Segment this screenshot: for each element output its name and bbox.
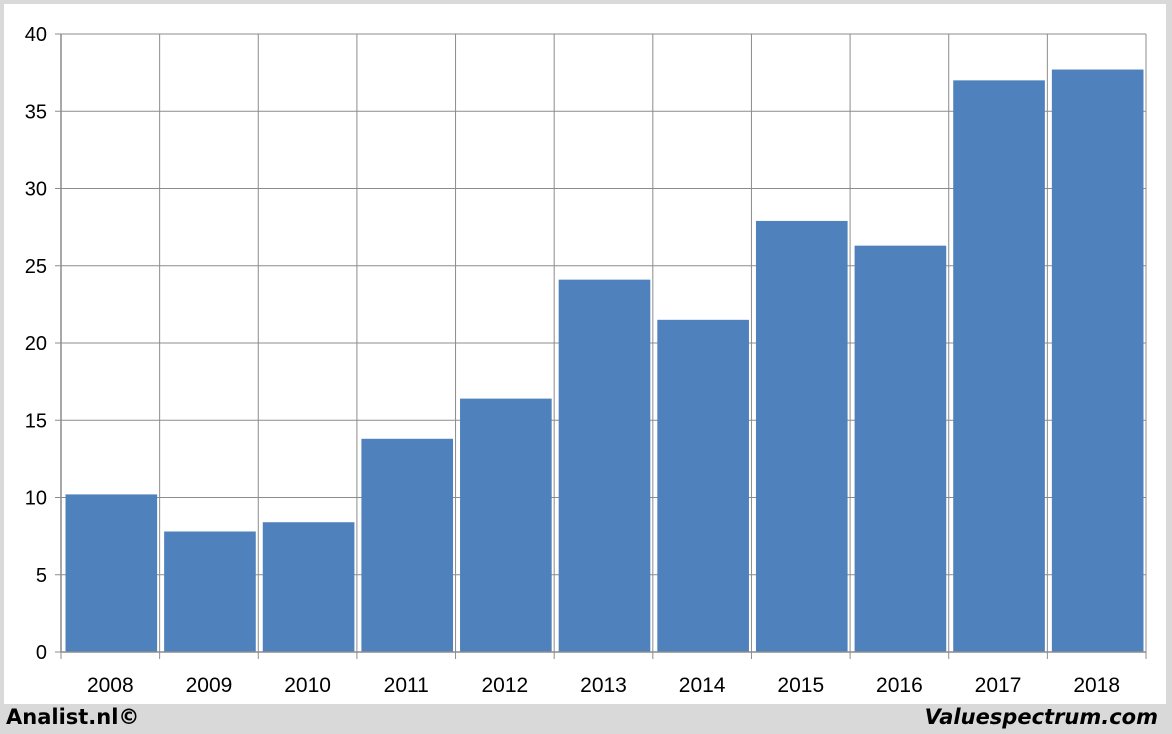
- y-tick-label: 5: [36, 565, 47, 587]
- y-tick-label: 0: [36, 642, 47, 664]
- bar-2015: [755, 220, 848, 652]
- y-tick-label: 15: [25, 410, 47, 432]
- bar-2008: [65, 494, 158, 652]
- y-tick-labels: 0 5 10 15 20 25 30 35 40: [25, 24, 47, 664]
- x-tick-label: 2015: [777, 674, 824, 697]
- bar-2018: [1051, 69, 1144, 652]
- y-tick-label: 35: [25, 101, 47, 123]
- bars: [65, 69, 1144, 653]
- x-tick-label: 2011: [384, 674, 429, 697]
- footer-source-right: Valuespectrum.com: [924, 705, 1158, 729]
- x-tick-label: 2016: [876, 674, 923, 697]
- y-tick-label: 10: [25, 488, 47, 510]
- x-tick-label: 2017: [975, 674, 1022, 697]
- bar-2010: [262, 522, 355, 652]
- y-tick-label: 30: [25, 179, 47, 201]
- x-tick-label: 2009: [186, 674, 233, 697]
- axes: [55, 33, 1147, 659]
- x-tick-label: 2018: [1073, 674, 1120, 697]
- bar-2011: [361, 438, 454, 652]
- x-tick-label: 2013: [580, 674, 627, 697]
- chart-panel: 0 5 10 15 20 25 30 35 40 2008 2009 2010 2011 2012 201…: [4, 4, 1166, 704]
- x-tick-label: 2012: [482, 674, 529, 697]
- bar-2016: [854, 245, 947, 653]
- y-tick-label: 40: [25, 24, 47, 46]
- x-tick-label: 2010: [284, 674, 331, 697]
- bar-2013: [558, 279, 651, 652]
- x-tick-labels: 2008 2009 2010 2011 2012 2013 2014 2015 2016 2017…: [87, 674, 1120, 697]
- bar-2014: [657, 319, 749, 652]
- grid-lines: [60, 33, 1147, 652]
- footer-source-left: Analist.nl©: [6, 705, 140, 729]
- bar-chart: 0 5 10 15 20 25 30 35 40 2008 2009 2010 2011 2012 201…: [25, 24, 1147, 697]
- bar-2012: [460, 398, 552, 652]
- y-tick-label: 25: [25, 256, 47, 278]
- y-tick-label: 20: [25, 333, 47, 355]
- x-tick-label: 2014: [679, 674, 726, 697]
- bar-2009: [164, 531, 256, 652]
- x-tick-label: 2008: [87, 674, 134, 697]
- bar-2017: [953, 80, 1045, 653]
